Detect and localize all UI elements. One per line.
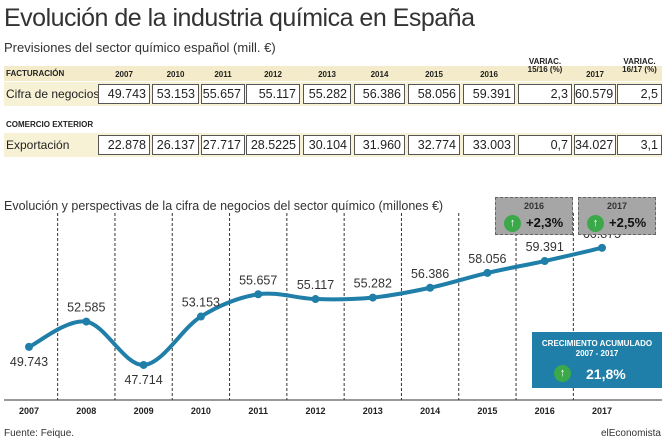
data-point: [139, 360, 148, 369]
column-header: 2012: [264, 70, 282, 79]
table-cell: 49.743: [98, 84, 150, 104]
table-cell: 56.386: [354, 84, 405, 104]
table-cell: 30.104: [303, 135, 351, 155]
badge-year: 2016: [523, 201, 545, 211]
data-point: [25, 342, 33, 351]
data-point: [483, 268, 492, 277]
table-cell: 34.027: [574, 135, 616, 155]
arrow-up-icon: ↑: [554, 365, 571, 382]
table-cell: 58.056: [408, 84, 460, 104]
x-tick-label: 2011: [248, 406, 268, 416]
badge-percent: +2,5%: [609, 215, 647, 230]
badge-percent: +2,3%: [526, 215, 564, 230]
data-point: [311, 295, 320, 304]
growth-value: 21,8%: [586, 366, 626, 382]
section-label: FACTURACIÓN: [6, 69, 65, 78]
data-label: 59.391: [526, 240, 564, 254]
column-header: 2007: [115, 70, 133, 79]
data-point: [82, 317, 91, 326]
table-cell: 60.579: [574, 84, 616, 104]
x-tick-label: 2016: [535, 406, 555, 416]
badge-year: 2017: [606, 201, 628, 211]
column-header: 2016: [480, 70, 498, 79]
table-cell: 2,3: [518, 84, 572, 104]
x-tick-label: 2009: [134, 406, 154, 416]
table-cell: 22.878: [98, 135, 150, 155]
table-cell: 0,7: [518, 135, 572, 155]
table-cell: 3,1: [617, 135, 662, 155]
table-cell: 33.003: [463, 135, 515, 155]
section-label: COMERCIO EXTERIOR: [6, 120, 94, 129]
data-label: 55.117: [297, 278, 334, 292]
badge-2016: 2016 ↑ +2,3%: [495, 197, 573, 235]
row-label: Cifra de negocios: [6, 87, 100, 101]
arrow-up-icon: ↑: [587, 215, 604, 232]
table-cell: 27.717: [201, 135, 245, 155]
x-tick-label: 2014: [420, 406, 440, 416]
column-header: 2013: [318, 70, 336, 79]
table-cell: 53.153: [152, 84, 199, 104]
data-label: 55.282: [354, 277, 392, 291]
chart-title: Evolución y perspectivas de la cifra de …: [4, 199, 444, 213]
column-header: VARIAC. 16/17 (%): [622, 57, 657, 74]
table-cell: 31.960: [354, 135, 405, 155]
data-point: [598, 243, 606, 252]
row-label: Exportación: [6, 138, 70, 152]
brand-logo: elEconomista: [600, 428, 661, 439]
data-point: [196, 312, 205, 321]
table-header-comercio: COMERCIO EXTERIOR: [4, 117, 662, 132]
data-point: [368, 293, 377, 302]
data-label: 55.657: [239, 273, 277, 287]
column-header: 2011: [214, 70, 232, 79]
table-cell: 55.282: [303, 84, 351, 104]
table-subtitle: Previsiones del sector químico español (…: [4, 40, 276, 55]
growth-label-line2: 2007 - 2017: [575, 349, 619, 358]
table-cell: 28.5225: [246, 135, 300, 155]
x-tick-label: 2010: [191, 406, 211, 416]
source-note: Fuente: Feique.: [4, 428, 75, 439]
data-point: [540, 257, 549, 266]
x-tick-label: 2013: [363, 406, 383, 416]
x-tick-label: 2008: [76, 406, 96, 416]
arrow-up-icon: ↑: [504, 215, 521, 232]
badge-2017: 2017 ↑ +2,5%: [578, 197, 656, 235]
x-tick-label: 2017: [592, 406, 612, 416]
growth-label-line1: CRECIMIENTO ACUMULADO: [541, 339, 653, 348]
data-point: [426, 283, 435, 292]
table-cell: 32.774: [408, 135, 460, 155]
table-cell: 55.117: [246, 84, 300, 104]
column-header: 2017: [586, 70, 604, 79]
table-header-facturacion: FACTURACIÓN: [4, 66, 662, 81]
data-label: 47.714: [124, 373, 162, 387]
table-cell: 26.137: [152, 135, 199, 155]
data-label: 49.743: [10, 355, 48, 369]
table-cell: 59.391: [463, 84, 515, 104]
x-tick-label: 2012: [305, 406, 325, 416]
page-title: Evolución de la industria química en Esp…: [4, 4, 475, 32]
x-tick-label: 2007: [19, 406, 39, 416]
growth-label: CRECIMIENTO ACUMULADO 2007 - 2017: [532, 339, 662, 359]
column-header: 2010: [166, 70, 185, 79]
data-label: 58.056: [468, 252, 506, 266]
column-header: 2015: [425, 70, 443, 79]
data-label: 56.386: [411, 267, 449, 281]
growth-box: CRECIMIENTO ACUMULADO 2007 - 2017 ↑ 21,8…: [532, 332, 662, 388]
data-point: [254, 290, 263, 299]
column-header: VARIAC. 15/16 (%): [527, 57, 563, 74]
table-cell: 55.657: [201, 84, 245, 104]
data-label: 52.585: [67, 301, 105, 315]
column-header: 2014: [370, 70, 389, 79]
data-label: 53.153: [182, 296, 220, 310]
series-line: [28, 245, 603, 367]
x-tick-label: 2015: [477, 406, 497, 416]
table-cell: 2,5: [617, 84, 662, 104]
